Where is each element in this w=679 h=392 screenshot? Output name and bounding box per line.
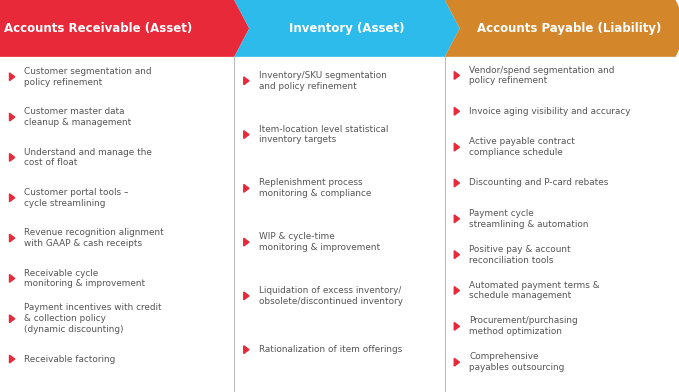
Text: Receivable cycle
monitoring & improvement: Receivable cycle monitoring & improvemen… xyxy=(24,269,145,288)
Polygon shape xyxy=(454,287,460,294)
Text: Automated payment terms &
schedule management: Automated payment terms & schedule manag… xyxy=(469,281,600,300)
Text: Discounting and P-card rebates: Discounting and P-card rebates xyxy=(469,178,608,187)
Text: Procurement/purchasing
method optimization: Procurement/purchasing method optimizati… xyxy=(469,316,578,336)
Text: Payment cycle
streamlining & automation: Payment cycle streamlining & automation xyxy=(469,209,589,229)
Polygon shape xyxy=(10,274,15,282)
Polygon shape xyxy=(244,131,249,138)
Polygon shape xyxy=(454,107,460,115)
Polygon shape xyxy=(454,179,460,187)
Polygon shape xyxy=(10,73,15,81)
Polygon shape xyxy=(244,292,249,300)
Polygon shape xyxy=(454,143,460,151)
Text: Customer portal tools –
cycle streamlining: Customer portal tools – cycle streamlini… xyxy=(24,188,129,208)
Polygon shape xyxy=(445,0,679,57)
Polygon shape xyxy=(10,113,15,121)
Text: Understand and manage the
cost of float: Understand and manage the cost of float xyxy=(24,147,152,167)
Polygon shape xyxy=(454,323,460,330)
Polygon shape xyxy=(244,346,249,354)
Text: Item-location level statistical
inventory targets: Item-location level statistical inventor… xyxy=(259,125,388,145)
Polygon shape xyxy=(10,315,15,323)
Text: Inventory/SKU segmentation
and policy refinement: Inventory/SKU segmentation and policy re… xyxy=(259,71,386,91)
Polygon shape xyxy=(244,185,249,192)
Text: Revenue recognition alignment
with GAAP & cash receipts: Revenue recognition alignment with GAAP … xyxy=(24,228,164,248)
Text: Inventory (Asset): Inventory (Asset) xyxy=(289,22,405,35)
Polygon shape xyxy=(0,0,249,57)
Text: WIP & cycle-time
monitoring & improvement: WIP & cycle-time monitoring & improvemen… xyxy=(259,232,380,252)
Text: Customer segmentation and
policy refinement: Customer segmentation and policy refinem… xyxy=(24,67,152,87)
Text: Accounts Receivable (Asset): Accounts Receivable (Asset) xyxy=(4,22,193,35)
Polygon shape xyxy=(454,72,460,79)
Text: Receivable factoring: Receivable factoring xyxy=(24,355,115,363)
Polygon shape xyxy=(454,251,460,259)
Polygon shape xyxy=(10,194,15,201)
Polygon shape xyxy=(454,215,460,223)
Polygon shape xyxy=(10,154,15,162)
Text: Active payable contract
compliance schedule: Active payable contract compliance sched… xyxy=(469,137,575,157)
Text: Liquidation of excess inventory/
obsolete/discontinued inventory: Liquidation of excess inventory/ obsolet… xyxy=(259,286,403,306)
Text: Accounts Payable (Liability): Accounts Payable (Liability) xyxy=(477,22,661,35)
Polygon shape xyxy=(10,355,15,363)
Polygon shape xyxy=(10,234,15,242)
Polygon shape xyxy=(454,358,460,366)
Text: Comprehensive
payables outsourcing: Comprehensive payables outsourcing xyxy=(469,352,564,372)
Text: Replenishment process
monitoring & compliance: Replenishment process monitoring & compl… xyxy=(259,178,371,198)
Text: Payment incentives with credit
& collection policy
(dynamic discounting): Payment incentives with credit & collect… xyxy=(24,303,162,334)
Polygon shape xyxy=(244,77,249,85)
Text: Vendor/spend segmentation and
policy refinement: Vendor/spend segmentation and policy ref… xyxy=(469,65,614,85)
Polygon shape xyxy=(244,238,249,246)
Text: Invoice aging visibility and accuracy: Invoice aging visibility and accuracy xyxy=(469,107,631,116)
Text: Positive pay & account
reconciliation tools: Positive pay & account reconciliation to… xyxy=(469,245,571,265)
Text: Rationalization of item offerings: Rationalization of item offerings xyxy=(259,345,402,354)
Polygon shape xyxy=(234,0,460,57)
Text: Customer master data
cleanup & management: Customer master data cleanup & managemen… xyxy=(24,107,132,127)
